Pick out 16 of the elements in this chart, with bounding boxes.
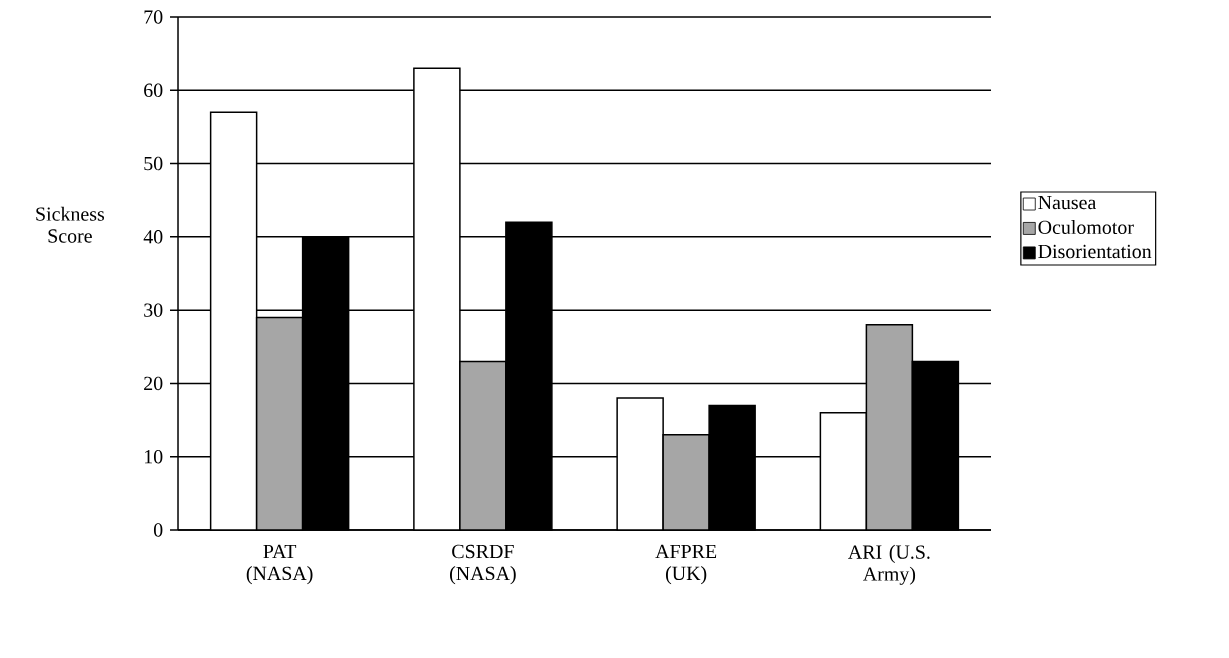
x-tick-label: CSRDF (NASA) <box>450 544 516 585</box>
y-tick-label: 50 <box>144 156 163 171</box>
legend-label: Nausea <box>1038 196 1097 210</box>
y-tick-label: 60 <box>144 83 163 97</box>
x-tick-label: AFPRE (UK) <box>655 544 717 585</box>
y-tick-label: 0 <box>153 523 163 537</box>
y-tick-label: 20 <box>144 376 163 391</box>
y-tick-label: 40 <box>143 230 163 244</box>
x-tick-label: ARI (U.S. Army) <box>848 544 930 585</box>
y-tick-label: 10 <box>144 449 163 464</box>
legend-label: Disorientation <box>1038 244 1152 259</box>
x-tick-label: PAT (NASA) <box>246 544 313 585</box>
y-tick-label: 30 <box>144 303 163 317</box>
legend-label: Oculomotor <box>1038 220 1134 235</box>
y-axis-title: Sickness Score <box>36 206 105 243</box>
y-tick-label: 70 <box>144 10 163 24</box>
